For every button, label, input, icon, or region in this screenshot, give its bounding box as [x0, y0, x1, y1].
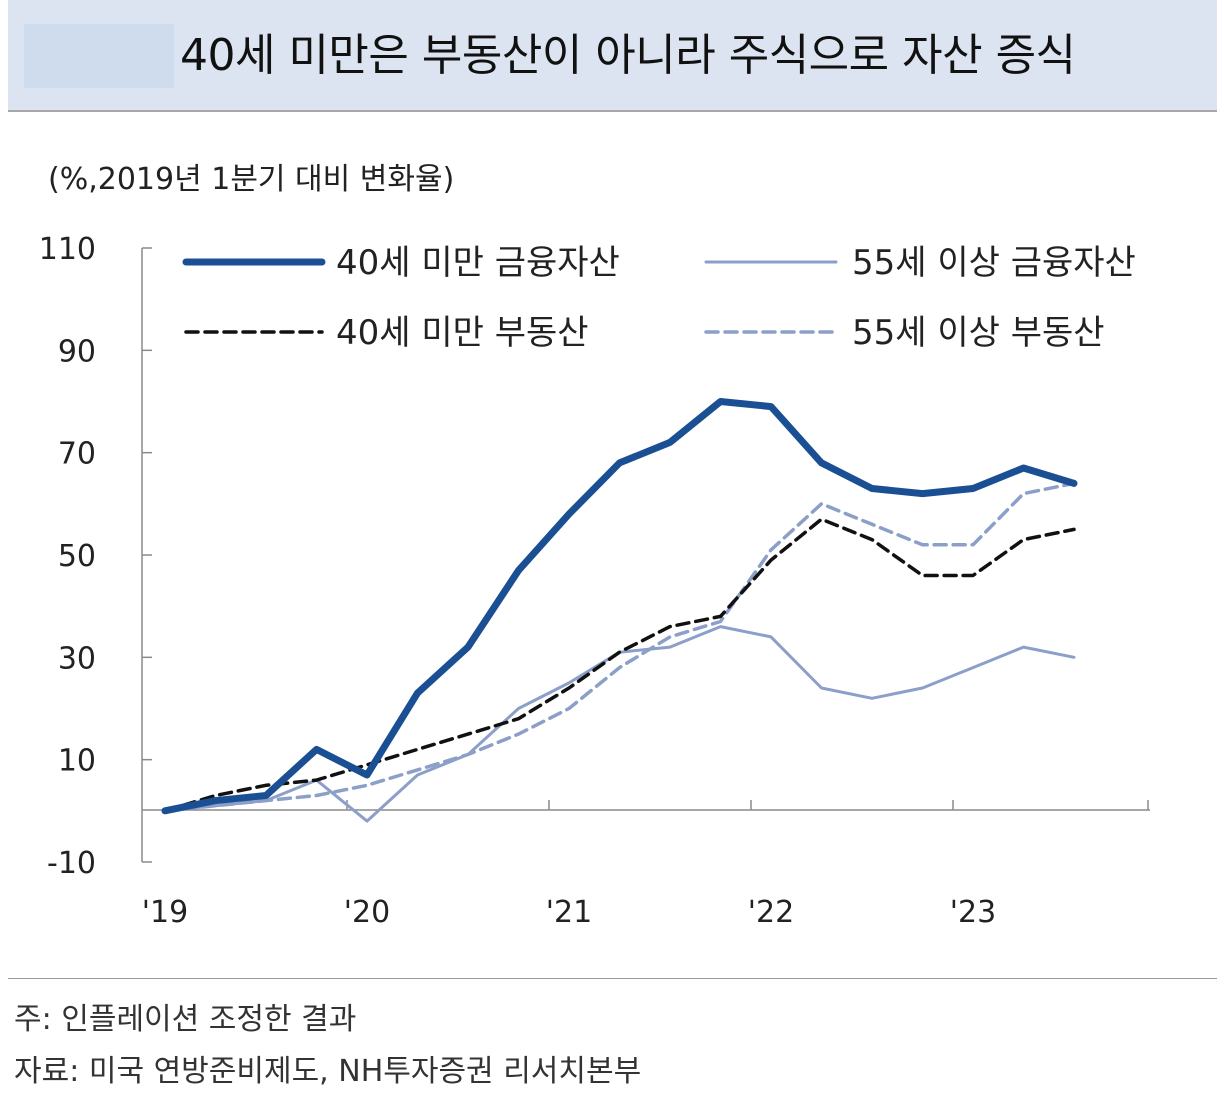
chart-title: 40세 미만은 부동산이 아니라 주식으로 자산 증식	[180, 30, 1076, 81]
line-chart: 110 90 70 50 30 10 -10 '19 '20 '21 '22 '23 40세 미만 금융…	[39, 232, 1150, 930]
title-bar	[8, 0, 1217, 112]
x-tick-label: '23	[950, 895, 996, 930]
legend-label-2: 40세 미만 부동산	[336, 313, 589, 353]
footer-divider	[8, 978, 1217, 979]
y-tick-label: 30	[58, 641, 96, 676]
series-line-2	[163, 517, 1076, 813]
series-line-1	[163, 625, 1076, 823]
legend-label-0: 40세 미만 금융자산	[336, 243, 620, 283]
y-tick-label: 110	[39, 232, 96, 267]
x-tick-label: '20	[344, 895, 390, 930]
x-tick-label: '19	[142, 895, 188, 930]
y-tick-label: 70	[58, 437, 96, 472]
y-tick-label: 10	[58, 744, 96, 779]
unit-label: (%,2019년 1분기 대비 변화율)	[48, 162, 455, 197]
legend-label-3: 55세 이상 부동산	[852, 313, 1105, 353]
footer-note: 주: 인플레이션 조정한 결과	[14, 1002, 357, 1037]
series-line-0	[161, 398, 1078, 815]
footer-source: 자료: 미국 연방준비제도, NH투자증권 리서치본부	[14, 1054, 642, 1089]
title-mask	[24, 24, 174, 88]
legend-label-1: 55세 이상 금융자산	[852, 243, 1136, 283]
x-tick-label: '22	[748, 895, 794, 930]
y-tick-label: -10	[47, 846, 96, 881]
y-tick-label: 50	[58, 539, 96, 574]
x-tick-label: '21	[546, 895, 592, 930]
y-tick-label: 90	[58, 334, 96, 369]
series-line-3	[163, 481, 1076, 813]
